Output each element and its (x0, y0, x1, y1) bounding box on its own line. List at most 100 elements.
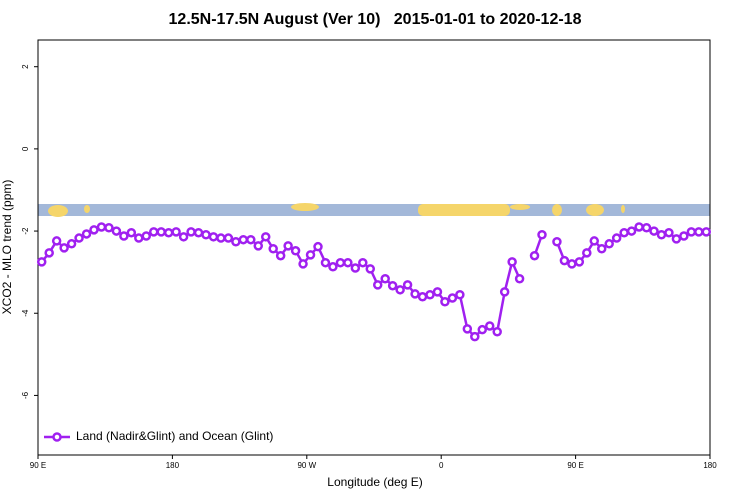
data-point (604, 239, 614, 249)
data-point (499, 287, 510, 297)
data-point (686, 227, 697, 237)
data-point (574, 257, 585, 267)
data-point (656, 230, 667, 240)
data-point (372, 280, 383, 290)
data-point (619, 227, 629, 238)
data-point (148, 227, 159, 237)
data-point (679, 231, 689, 241)
data-point (664, 227, 674, 238)
data-point (559, 255, 570, 266)
data-point (350, 263, 361, 273)
data-point (298, 259, 308, 269)
data-point (275, 250, 286, 261)
data-point (671, 234, 682, 244)
data-point (163, 227, 174, 238)
data-point (313, 241, 323, 252)
data-point (268, 243, 278, 254)
data-point (246, 234, 256, 245)
data-point (328, 262, 338, 272)
data-point (477, 324, 488, 335)
data-point (253, 241, 264, 251)
data-point (402, 280, 413, 290)
data-point (290, 246, 301, 256)
data-point (216, 233, 226, 243)
legend-label: Land (Nadir&Glint) and Ocean (Glint) (76, 429, 273, 443)
data-point (74, 233, 84, 243)
data-point (119, 231, 129, 241)
data-point (417, 292, 428, 302)
data-point (365, 264, 376, 274)
data-point (432, 287, 443, 297)
data-point (462, 324, 473, 334)
data-point (283, 241, 293, 251)
data-point (387, 280, 398, 291)
data-point (626, 226, 637, 236)
data-point (305, 250, 316, 260)
x-tick-label: 180 (703, 461, 717, 470)
data-point (238, 234, 249, 245)
data-point (537, 230, 547, 240)
data-point (589, 236, 600, 246)
data-point (223, 233, 234, 243)
data-point (567, 259, 577, 269)
data-point (260, 232, 271, 242)
data-point (186, 227, 196, 237)
data-point (96, 222, 107, 232)
data-point (425, 290, 435, 300)
data-point (178, 232, 189, 242)
data-point (81, 229, 92, 239)
data-point (395, 285, 405, 295)
y-tick-label: 2 (21, 64, 30, 69)
y-axis-label: XCO2 - MLO trend (ppm) (0, 180, 14, 315)
data-point (611, 233, 622, 243)
data-point (529, 250, 540, 261)
chart-title: 12.5N-17.5N August (Ver 10) 2015-01-01 t… (169, 11, 582, 28)
x-axis-label: Longitude (deg E) (327, 475, 422, 489)
x-tick-label: 180 (166, 461, 180, 470)
y-tick-label: -4 (21, 309, 30, 317)
data-point (470, 331, 480, 342)
data-point (484, 321, 495, 331)
y-tick-label: -6 (21, 391, 30, 399)
data-point (455, 290, 465, 300)
x-tick-label: 0 (439, 461, 444, 470)
data-point (694, 227, 704, 237)
data-point (66, 239, 77, 249)
data-point (335, 257, 346, 268)
data-point (171, 227, 181, 237)
data-point (59, 243, 69, 253)
data-point (447, 293, 458, 303)
data-point (126, 227, 137, 238)
data-point (380, 273, 390, 284)
x-tick-label: 90 E (30, 461, 46, 470)
data-point (51, 236, 62, 246)
data-point (320, 257, 331, 268)
data-point (201, 230, 211, 240)
y-tick-label: -2 (21, 227, 30, 235)
data-point (36, 257, 47, 267)
data-point (358, 257, 368, 268)
map-strip (38, 203, 710, 217)
data-point (552, 236, 562, 247)
data-point (641, 223, 652, 233)
y-tick-label: 0 (21, 146, 30, 151)
data-point (596, 243, 607, 254)
data-point (141, 231, 152, 241)
data-point (634, 222, 644, 232)
data-point (507, 257, 517, 267)
data-point (111, 226, 122, 236)
data-point (104, 223, 114, 233)
data-point (492, 326, 502, 337)
legend-marker (52, 432, 62, 442)
data-point (44, 248, 54, 258)
data-point (514, 273, 525, 284)
data-point (440, 296, 450, 307)
data-point (343, 257, 353, 268)
data-point (134, 233, 144, 243)
data-point (701, 227, 712, 237)
data-point (156, 227, 166, 237)
data-point (649, 226, 659, 236)
data-point (89, 225, 99, 235)
x-tick-label: 90 W (297, 461, 316, 470)
